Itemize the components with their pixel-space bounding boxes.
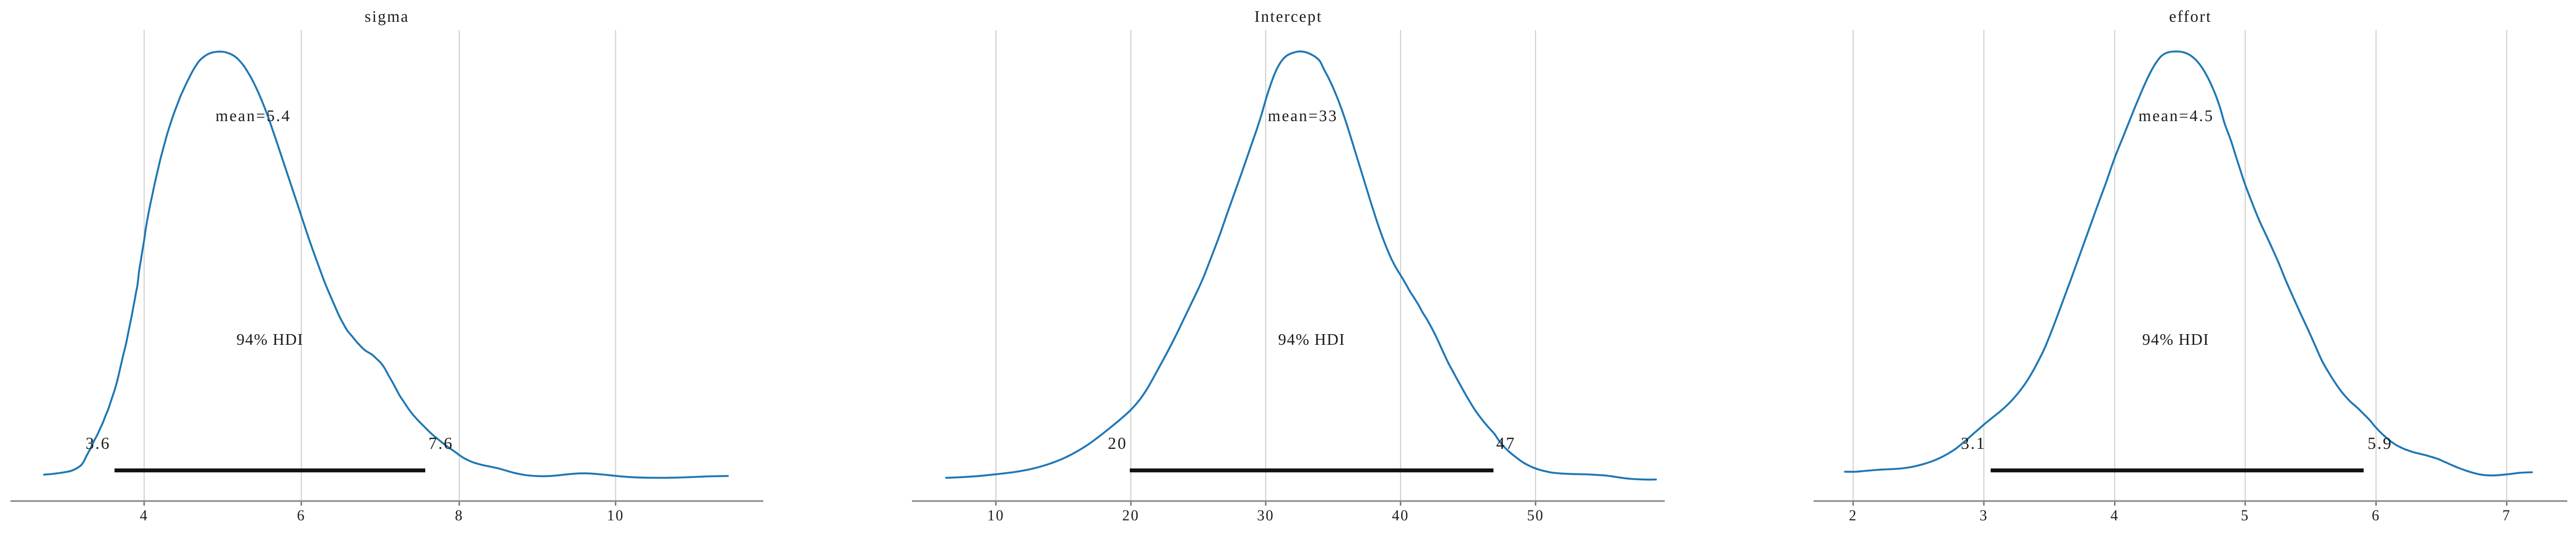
svg-text:10: 10 [607, 508, 624, 524]
svg-text:3.6: 3.6 [85, 434, 110, 453]
svg-text:94% HDI: 94% HDI [236, 330, 303, 348]
svg-text:4: 4 [140, 508, 148, 524]
svg-text:30: 30 [1257, 508, 1274, 524]
svg-text:3: 3 [1980, 508, 1988, 524]
svg-text:mean=4.5: mean=4.5 [2139, 107, 2214, 125]
svg-text:effort: effort [2169, 7, 2212, 25]
svg-text:6: 6 [297, 508, 305, 524]
svg-text:40: 40 [1392, 508, 1409, 524]
svg-text:94% HDI: 94% HDI [1278, 330, 1345, 348]
svg-text:10: 10 [988, 508, 1004, 524]
svg-text:94% HDI: 94% HDI [2142, 330, 2209, 348]
svg-text:7.6: 7.6 [428, 434, 453, 453]
svg-text:20: 20 [1108, 434, 1128, 453]
svg-text:20: 20 [1122, 508, 1139, 524]
svg-text:sigma: sigma [365, 7, 409, 25]
svg-text:mean=5.4: mean=5.4 [216, 107, 291, 125]
svg-text:Intercept: Intercept [1255, 7, 1323, 25]
svg-text:50: 50 [1527, 508, 1544, 524]
svg-text:3.1: 3.1 [1961, 434, 1986, 453]
svg-text:47: 47 [1496, 434, 1516, 453]
svg-text:7: 7 [2502, 508, 2511, 524]
svg-text:8: 8 [455, 508, 463, 524]
svg-text:2: 2 [1849, 508, 1857, 524]
svg-text:mean=33: mean=33 [1268, 107, 1338, 125]
svg-text:5: 5 [2241, 508, 2249, 524]
svg-text:4: 4 [2110, 508, 2119, 524]
svg-text:6: 6 [2372, 508, 2380, 524]
svg-text:5.9: 5.9 [2367, 434, 2392, 453]
